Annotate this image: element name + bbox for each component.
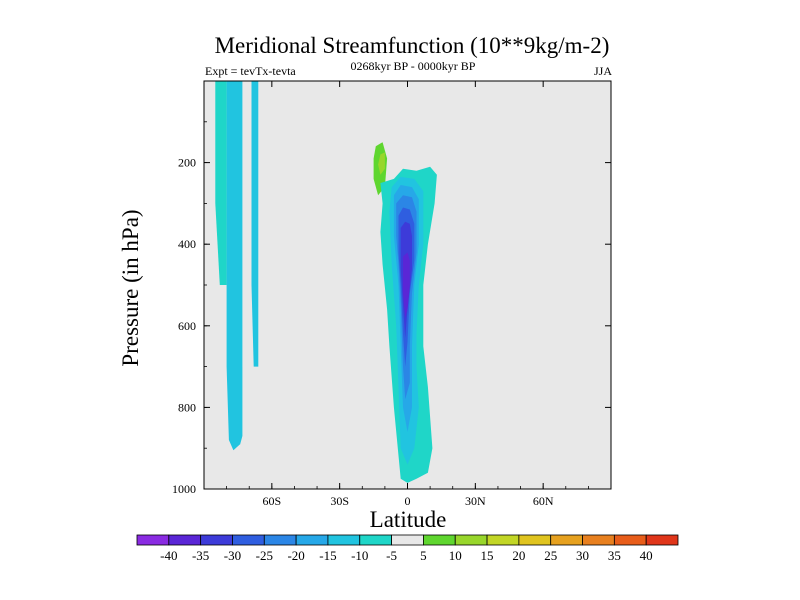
contour-region [403,252,410,318]
colorbar-swatch [232,534,265,546]
x-tick-label: 60N [533,494,554,508]
colorbar-label: -5 [386,548,397,563]
y-axis-ticks: 200 400 600 800 1000 [172,121,611,496]
colorbar-label: 20 [512,548,525,563]
colorbar-label: 5 [420,548,427,563]
colorbar-label: -20 [287,548,304,563]
contour-region [278,301,295,404]
chart-title: Meridional Streamfunction (10**9kg/m-2) [215,33,610,58]
x-tick-label: 30S [330,494,349,508]
colorbar-label: 10 [449,548,462,563]
colorbar-label: 35 [608,548,621,563]
colorbar-label: 40 [640,548,653,563]
chart-subtitle: 0268kyr BP - 0000kyr BP [351,59,476,73]
colorbar-swatch [518,534,552,546]
x-tick-label: 30N [465,494,486,508]
season-label: JJA [594,64,612,78]
colorbar-swatch [295,534,329,546]
y-tick-label: 600 [178,319,196,333]
colorbar-swatch [550,534,583,546]
colorbar-swatch [359,534,392,546]
colorbar-swatch [391,534,424,546]
contour-regions [215,81,555,483]
y-tick-label: 800 [178,400,196,414]
colorbar-swatch [613,534,647,546]
colorbar-label: -25 [256,548,273,563]
colorbar-swatch [645,534,679,546]
colorbar-label: 25 [544,548,557,563]
contour-region [466,136,483,453]
colorbar-label: -15 [319,548,336,563]
colorbar-label: 30 [576,548,589,563]
colorbar-swatch [486,534,520,546]
colorbar-swatch [423,534,456,546]
contour-region [538,81,553,463]
colorbar-swatch [327,534,361,546]
contour-region [251,81,259,367]
contour-region [545,81,555,122]
colorbar-label: -35 [192,548,209,563]
x-axis-label: Latitude [370,507,447,532]
colorbar-label: -30 [224,548,241,563]
experiment-label: Expt = tevTx-tevta [205,64,296,78]
y-axis-label: Pressure (in hPa) [118,209,143,366]
colorbar-swatch [200,534,233,546]
colorbar-swatch [263,534,297,546]
contour-region [344,150,354,179]
contour-region [226,81,243,451]
contour-region [215,81,227,285]
x-tick-label: 60S [262,494,281,508]
y-tick-label: 400 [178,237,196,251]
colorbar-swatch [168,534,202,546]
colorbar-swatch [136,534,170,546]
colorbar-label: -40 [160,548,177,563]
y-tick-label: 1000 [172,482,196,496]
colorbar-label: -10 [351,548,368,563]
y-tick-label: 200 [178,156,196,170]
colorbar: -40 -35 -30 -25 -20 -15 -10 -5 5 10 15 20 25 30 35 40 [136,534,679,563]
x-tick-label: 0 [405,494,411,508]
colorbar-swatch [582,534,615,546]
contour-region [378,152,385,175]
x-axis-ticks: 60S 30S 0 30N 60N [203,81,612,508]
colorbar-swatch [454,534,488,546]
colorbar-label: 15 [481,548,494,563]
plot-area: 60S 30S 0 30N 60N 200 400 600 800 1000 [172,80,612,508]
